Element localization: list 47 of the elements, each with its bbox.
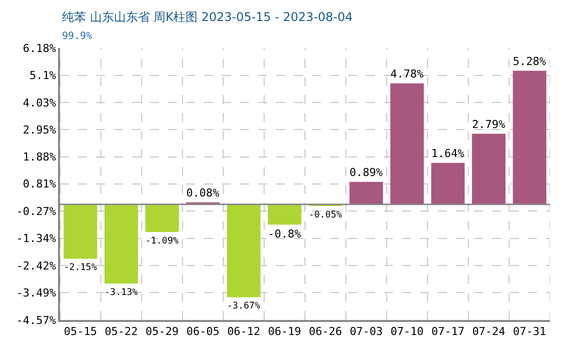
y-tick-label: -4.57% (16, 314, 56, 327)
x-tick-label: 05-15 (64, 324, 97, 338)
y-tick-label: -0.27% (16, 205, 56, 218)
bar (472, 134, 506, 204)
data-label: 1.64% (431, 146, 465, 160)
data-label: -2.15% (64, 262, 98, 274)
y-tick-label: 0.81% (22, 178, 56, 191)
bar (390, 83, 424, 204)
bar (350, 182, 383, 204)
x-tick-label: 06-19 (268, 324, 302, 338)
bar (104, 204, 138, 284)
x-tick-label: 07-10 (390, 324, 424, 338)
bar (512, 70, 546, 204)
x-tick-label: 07-24 (472, 324, 506, 338)
y-tick-label: 6.18% (22, 42, 56, 55)
x-tick-label: 07-31 (513, 324, 546, 338)
chart-title: 纯苯 山东山东省 周K柱图 2023-05-15 - 2023-08-04 (62, 10, 353, 24)
bar (227, 204, 260, 298)
x-tick-label: 06-26 (308, 324, 342, 338)
x-tick-label: 05-22 (104, 324, 138, 338)
x-tick-label: 05-29 (146, 324, 179, 338)
bar (268, 204, 302, 225)
bar (145, 204, 179, 232)
data-label: 2.79% (472, 118, 506, 131)
x-tick-label: 07-17 (431, 324, 464, 338)
bar (64, 204, 98, 259)
y-tick-label: -2.42% (16, 259, 56, 272)
data-label: -0.05% (308, 209, 342, 220)
y-tick-label: 5.1% (30, 69, 56, 82)
x-tick-label: 06-12 (227, 324, 260, 338)
data-label: 5.28% (512, 54, 546, 68)
x-tick-label: 07-03 (350, 324, 383, 338)
data-label: -1.09% (145, 235, 179, 246)
y-tick-label: -3.49% (16, 286, 56, 300)
data-label: 0.89% (350, 166, 383, 179)
data-label: 4.78% (390, 67, 424, 80)
y-tick-label: 2.95% (22, 124, 56, 137)
y-tick-label: 1.88% (22, 150, 56, 164)
data-label: -0.8% (268, 228, 302, 241)
y-tick-label: 4.03% (22, 96, 56, 110)
bar (431, 162, 465, 204)
data-label: 0.08% (186, 186, 220, 200)
x-tick-label: 06-05 (186, 324, 220, 338)
y-tick-label: -1.34% (16, 232, 56, 246)
data-label: -3.13% (104, 286, 138, 298)
chart-subtitle: 99.9% (62, 31, 92, 42)
data-label: -3.67% (227, 300, 261, 312)
